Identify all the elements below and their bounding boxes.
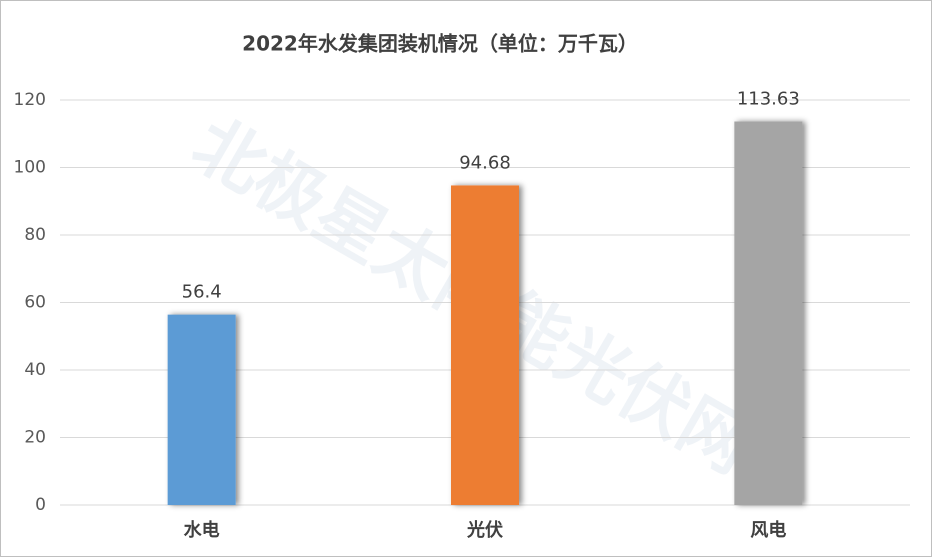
bar <box>734 121 803 505</box>
value-label: 94.68 <box>459 152 511 173</box>
y-tick-label: 80 <box>24 225 46 245</box>
y-tick-label: 40 <box>24 360 46 380</box>
x-tick-label: 光伏 <box>466 519 503 541</box>
y-tick-label: 20 <box>24 428 46 448</box>
x-tick-label: 水电 <box>184 519 220 541</box>
value-label: 113.63 <box>737 88 800 109</box>
y-tick-label: 60 <box>24 293 46 313</box>
value-label: 56.4 <box>182 282 222 303</box>
y-tick-label: 100 <box>14 158 46 178</box>
chart-title: 2022年水发集团装机情况（单位：万千瓦） <box>242 32 638 56</box>
y-tick-label: 120 <box>14 90 46 110</box>
bar <box>451 185 519 505</box>
y-tick-label: 0 <box>35 495 46 515</box>
bar <box>167 314 236 505</box>
x-tick-label: 风电 <box>750 519 786 541</box>
